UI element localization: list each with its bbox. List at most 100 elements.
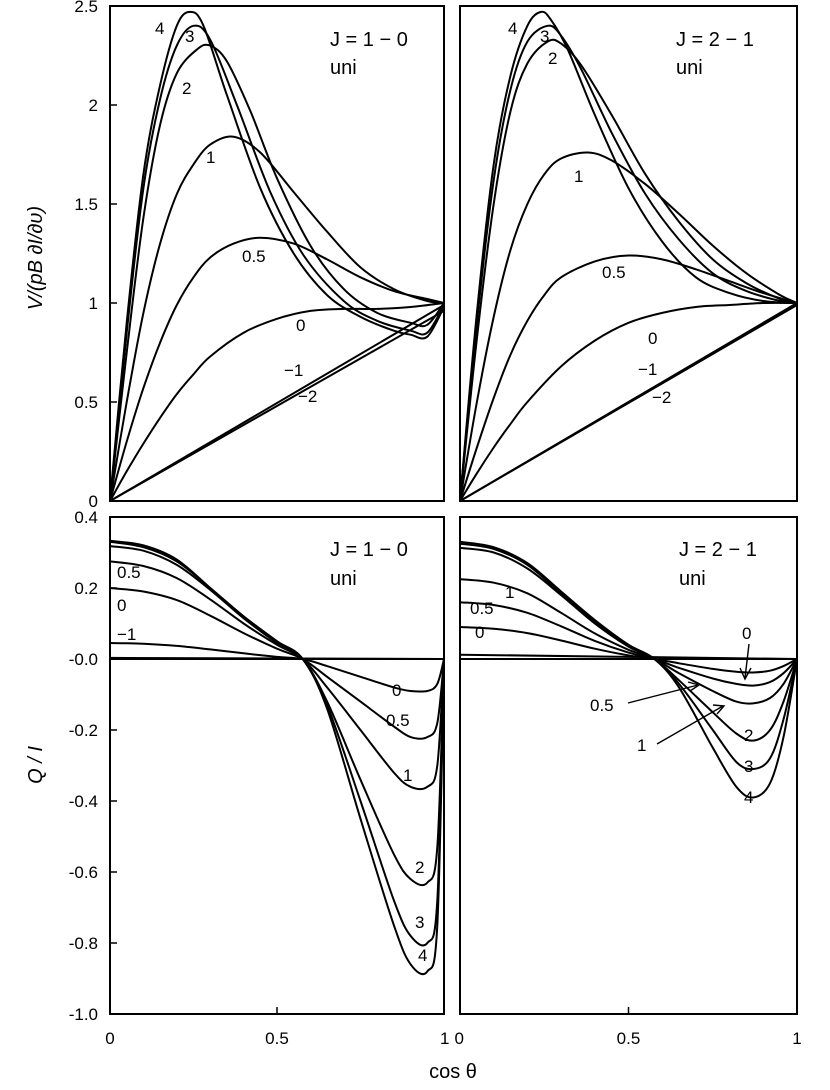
panel-title-tr: J = 2 − 1: [676, 29, 754, 51]
series-br-1: [459, 578, 798, 705]
series-tr-0: [459, 301, 798, 502]
curve-label-bl-2: 2: [415, 858, 424, 877]
series-tr-0.5: [459, 254, 798, 502]
series-tl-0.5: [109, 236, 445, 502]
ticks-layer: 0 0.5 1 1.5 2 2.5 -1.0 -0.8 -0.6 -0.4 -0.2 -0.0 0.2 0…: [69, 0, 802, 1048]
curve-label-tl-0: 0: [296, 316, 305, 335]
curve-label-tl-4: 4: [155, 19, 164, 38]
curve-label-br-3: 3: [744, 757, 753, 776]
curve-label-br-1b: 1: [637, 736, 646, 755]
curve-label-tr-3: 3: [540, 27, 549, 46]
arrow-line-1: [656, 705, 724, 745]
series-tr-3: [459, 24, 798, 502]
series-bl-0: [109, 642, 445, 693]
x-axis-label: cos θ: [429, 1061, 477, 1083]
curve-label-tr-0.5: 0.5: [602, 263, 626, 282]
curve-label-tl-3: 3: [185, 27, 194, 46]
series-br-0: [459, 626, 798, 674]
panel-subtitle-br: uni: [679, 568, 706, 590]
curves-layer: [109, 10, 798, 976]
panel-frame-bottom-left: [109, 516, 445, 1015]
ytick-label-tl-0: 0: [89, 492, 98, 511]
series-tl-3: [109, 24, 445, 502]
curve-label-tl-neg1: −1: [284, 361, 303, 380]
curve-label-bl-0: 0: [117, 596, 126, 615]
ytick-label-bl--0.0: -0.0: [69, 650, 98, 669]
curve-label-br-2: 2: [744, 726, 753, 745]
curve-label-bl-0.5b: 0.5: [386, 711, 410, 730]
series-tl-4: [109, 10, 445, 502]
panel-frame-top-right: [459, 5, 798, 502]
y-axis-label-bottom: Q / I: [25, 746, 47, 784]
xtick-label-br-1: 1: [792, 1029, 801, 1048]
xtick-label-br-0: 0: [455, 1029, 464, 1048]
xtick-label-br-0.5: 0.5: [617, 1029, 641, 1048]
ytick-label-bl--0.8: -0.8: [69, 934, 98, 953]
panel-subtitle-tl: uni: [330, 57, 357, 79]
curve-label-tr-4: 4: [508, 19, 517, 38]
ytick-label-tl-1.5: 1.5: [74, 195, 98, 214]
curve-label-bl-1: 1: [403, 766, 412, 785]
xtick-label-bl-0: 0: [105, 1029, 114, 1048]
curve-label-tl-2: 2: [182, 79, 191, 98]
curve-label-br-0: 0: [475, 623, 484, 642]
panel-title-tl: J = 1 − 0: [330, 29, 408, 51]
curve-label-br-4: 4: [744, 788, 753, 807]
xtick-label-bl-0.5: 0.5: [265, 1029, 289, 1048]
curve-label-tl-0.5: 0.5: [242, 247, 266, 266]
series-bl-3: [109, 540, 445, 947]
series-bl-1: [109, 560, 445, 791]
ytick-label-tl-2: 2: [89, 96, 98, 115]
curve-label-tr-2: 2: [548, 49, 557, 68]
curve-label-tl-neg2: −2: [298, 387, 317, 406]
curve-label-br-1: 1: [505, 583, 514, 602]
ytick-label-tl-2.5: 2.5: [74, 0, 98, 16]
curve-label-tr-1: 1: [574, 167, 583, 186]
curve-label-bl-3: 3: [415, 913, 424, 932]
ytick-label-bl--0.4: -0.4: [69, 792, 98, 811]
curve-label-tr-neg2: −2: [652, 388, 671, 407]
ytick-label-bl--0.6: -0.6: [69, 863, 98, 882]
arrow-head-0: [739, 667, 752, 681]
arrow-line-0.5: [627, 684, 699, 704]
series-tr-2: [459, 38, 798, 502]
curve-label-tr-neg1: −1: [638, 360, 657, 379]
series-tl-0: [109, 302, 445, 502]
series-tl--2: [109, 309, 445, 502]
curve-label-bl-4: 4: [418, 946, 427, 965]
series-tl-1: [109, 135, 445, 502]
curve-label-br-0.5b: 0.5: [590, 696, 614, 715]
curve-label-tl-1: 1: [206, 148, 215, 167]
curve-label-br-0b: 0: [742, 624, 751, 643]
panel-title-bl: J = 1 − 0: [330, 539, 408, 561]
curve-label-tr-0: 0: [648, 329, 657, 348]
ytick-label-bl--0.2: -0.2: [69, 721, 98, 740]
curve-label-bl-0.5: 0.5: [117, 563, 141, 582]
arrow-head-1: [712, 704, 726, 715]
ytick-label-tl-1: 1: [89, 294, 98, 313]
arrow-head-0.5: [687, 681, 701, 692]
annotation-arrows: [627, 643, 752, 745]
series-tr--2: [459, 304, 798, 502]
ytick-label-bl--1.0: -1.0: [69, 1005, 98, 1024]
curve-label-br-0.5: 0.5: [470, 599, 494, 618]
panel-title-br: J = 2 − 1: [679, 539, 757, 561]
panel-frame-top-left: [109, 5, 445, 502]
series-br-2: [459, 546, 798, 742]
xtick-label-bl-1: 1: [440, 1029, 449, 1048]
panel-subtitle-tr: uni: [676, 57, 703, 79]
series-bl-0.5: [109, 587, 445, 740]
ytick-label-tl-0.5: 0.5: [74, 393, 98, 412]
ytick-label-bl-0.4: 0.4: [74, 508, 98, 527]
panel-subtitle-bl: uni: [330, 568, 357, 590]
series-br-0.5: [459, 601, 798, 687]
series-bl-2: [109, 545, 445, 887]
series-tr-1: [459, 151, 798, 502]
curve-label-bl-neg1: −1: [117, 625, 136, 644]
y-axis-label-top: V/(pB ∂I/∂υ): [25, 206, 47, 310]
arrow-line-0: [744, 643, 750, 679]
curve-label-bl-0b: 0: [392, 681, 401, 700]
ytick-label-bl-0.2: 0.2: [74, 579, 98, 598]
series-tl-2: [109, 43, 445, 502]
